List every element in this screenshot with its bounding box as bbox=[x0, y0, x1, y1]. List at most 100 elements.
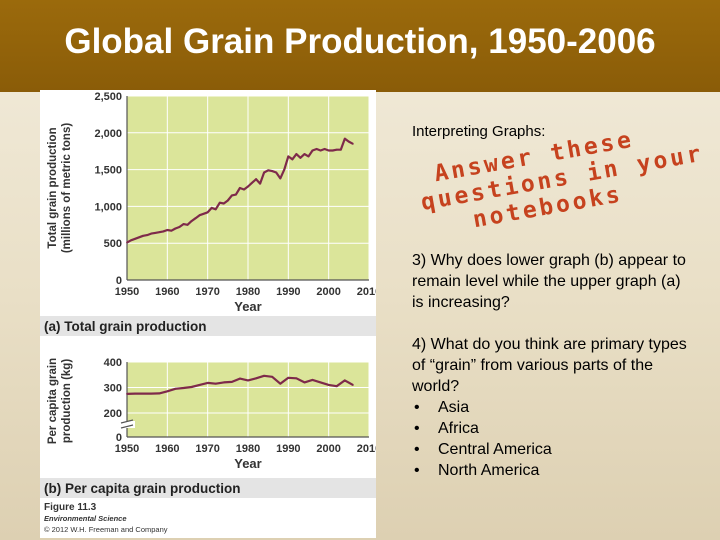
chart-a-data-point bbox=[327, 149, 330, 152]
chart-b-xtick-label: 1980 bbox=[236, 443, 260, 455]
chart-a-data-point bbox=[275, 171, 278, 174]
chart-a-data-point bbox=[307, 155, 310, 158]
chart-b-data-point bbox=[182, 387, 185, 389]
chart-b-ylabel-line-2: production (kg) bbox=[61, 359, 73, 443]
chart-b-ytick-label: 0 bbox=[116, 432, 122, 444]
chart-a-data-point bbox=[243, 188, 245, 191]
chart-b-xtick-label: 2010 bbox=[357, 443, 376, 455]
chart-b-ytick-label: 400 bbox=[104, 357, 122, 369]
chart-a-data-point bbox=[295, 153, 298, 156]
chart-a-data-point bbox=[323, 148, 326, 150]
chart-a-ylabel-line-1: Total grain production bbox=[47, 127, 59, 248]
chart-b-data-point bbox=[166, 390, 169, 393]
chart-a-data-point bbox=[174, 227, 177, 230]
chart-a-data-point bbox=[222, 202, 225, 205]
region-item: Central America bbox=[412, 439, 692, 460]
chart-b-data-point bbox=[255, 377, 257, 380]
chart-a-data-point bbox=[239, 187, 241, 189]
chart-b-data-point bbox=[247, 379, 249, 382]
figure-number: Figure 11.3 bbox=[44, 502, 97, 513]
region-item: Africa bbox=[412, 418, 692, 439]
chart-a-ytick-label: 1,500 bbox=[94, 165, 122, 177]
chart-b-caption: (b) Per capita grain production bbox=[44, 481, 241, 496]
figure-copyright: © 2012 W.H. Freeman and Company bbox=[44, 525, 168, 534]
chart-b-xtick-label: 1990 bbox=[276, 443, 300, 455]
chart-b-xtick-label: 1970 bbox=[195, 443, 219, 455]
chart-b-data-point bbox=[311, 378, 314, 381]
chart-a-data-point bbox=[158, 231, 161, 234]
chart-b-axis-break-gap bbox=[119, 421, 135, 428]
chart-a-data-point bbox=[287, 155, 290, 158]
chart-a-data-point bbox=[267, 169, 270, 172]
chart-b-ylabel-line-1: Per capita grain bbox=[47, 358, 59, 444]
chart-a-data-point bbox=[299, 156, 302, 159]
chart-a-data-point bbox=[194, 217, 197, 220]
chart-a-data-point bbox=[166, 229, 169, 231]
chart-a-data-point bbox=[170, 229, 173, 232]
question-4: 4) What do you think are primary types o… bbox=[412, 334, 692, 481]
chart-a-data-point bbox=[283, 168, 286, 171]
chart-a-data-point bbox=[206, 211, 209, 214]
chart-b-data-point bbox=[303, 381, 306, 384]
chart-a-data-point bbox=[291, 158, 294, 161]
chart-b-data-point bbox=[319, 381, 322, 384]
chart-b-xtick-label: 2000 bbox=[316, 443, 340, 455]
chart-a-data-point bbox=[315, 148, 318, 150]
chart-a-xtick-label: 1950 bbox=[115, 286, 139, 298]
region-item: North America bbox=[412, 460, 692, 481]
chart-a-xtick-label: 1990 bbox=[276, 286, 300, 298]
chart-a-data-point bbox=[134, 237, 136, 240]
chart-a-ytick-label: 500 bbox=[104, 238, 122, 250]
chart-a-data-point bbox=[319, 149, 322, 152]
slide-title: Global Grain Production, 1950-2006 bbox=[64, 22, 656, 61]
chart-a-data-point bbox=[263, 171, 266, 174]
chart-b-data-point bbox=[142, 392, 145, 395]
chart-a-data-point bbox=[178, 226, 181, 228]
chart-a-data-point bbox=[339, 148, 342, 151]
chart-b-data-point bbox=[214, 382, 217, 385]
chart-b-data-point bbox=[222, 381, 225, 384]
chart-a-caption-band bbox=[40, 316, 376, 336]
chart-b-axis-break-mark bbox=[120, 419, 134, 424]
chart-a-caption: (a) Total grain production bbox=[44, 319, 207, 334]
chart-a-data-point bbox=[150, 232, 153, 235]
chart-a-data-point bbox=[202, 212, 205, 215]
chart-a-data-point bbox=[351, 142, 354, 145]
chart-a-data-point bbox=[190, 220, 193, 223]
chart-a-data-point bbox=[162, 230, 165, 233]
question-3: 3) Why does lower graph (b) appear to re… bbox=[412, 252, 686, 311]
chart-b-data-point bbox=[287, 376, 290, 379]
chart-a-data-point bbox=[198, 214, 201, 217]
chart-b-data-point bbox=[126, 392, 128, 395]
title-bar bbox=[0, 0, 720, 92]
chart-b-data-point bbox=[158, 392, 161, 395]
chart-b-data-point bbox=[335, 385, 338, 388]
chart-a-xlabel: Year bbox=[234, 299, 261, 314]
chart-b-ytick-label: 200 bbox=[104, 408, 122, 420]
chart-b-caption-band bbox=[40, 478, 376, 498]
chart-a-data-point bbox=[214, 208, 217, 211]
chart-a-data-point bbox=[343, 137, 346, 140]
grain-charts: 0 500 1,000 1,500 2,000 2,500 1950 1960 1970 1980… bbox=[40, 91, 376, 534]
chart-a-data-point bbox=[230, 194, 233, 197]
chart-b-data-point bbox=[295, 377, 298, 380]
chart-b-data-point bbox=[351, 384, 354, 386]
chart-a-data-point bbox=[311, 149, 314, 152]
chart-b-data-point bbox=[150, 392, 153, 395]
chart-a-data-point bbox=[251, 181, 253, 184]
chart-b-ytick-label: 300 bbox=[104, 383, 122, 395]
chart-a-data-point bbox=[247, 185, 249, 188]
chart-b-data-point bbox=[279, 382, 282, 385]
chart-b-xtick-label: 1950 bbox=[115, 443, 139, 455]
chart-a-xtick-label: 2000 bbox=[316, 286, 340, 298]
section-heading: Interpreting Graphs: bbox=[412, 123, 546, 140]
chart-b-axis-break-mark bbox=[120, 424, 134, 429]
chart-a-xtick-label: 1980 bbox=[236, 286, 260, 298]
chart-a-data-point bbox=[335, 148, 338, 151]
chart-b-data-point bbox=[230, 380, 233, 383]
chart-a-data-point bbox=[255, 178, 257, 181]
chart-b-xlabel: Year bbox=[234, 456, 261, 471]
chart-a-ytick-label: 2,500 bbox=[94, 91, 122, 103]
chart-a-data-point bbox=[154, 231, 157, 234]
chart-b-data-point bbox=[198, 384, 201, 386]
